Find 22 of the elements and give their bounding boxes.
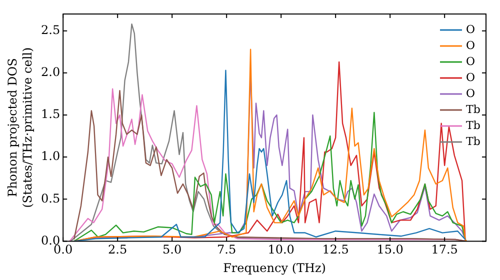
x-tick-label: 10.0 [268,242,294,257]
x-tick-label: 5.0 [162,242,182,257]
x-axis-title: Frequency (THz) [223,260,326,275]
x-tick-label: 12.5 [322,242,349,257]
legend-label: O [466,22,476,36]
y-tick-label: 2.5 [40,22,60,37]
legend-label: Tb [466,118,480,132]
legend-label: O [466,54,476,68]
x-tick-label: 15.0 [376,242,404,257]
x-tick-label: 2.5 [108,242,128,257]
y-tick-label: 1.0 [40,149,60,164]
y-tick-label: 1.5 [40,107,60,122]
legend-label: O [466,70,476,84]
x-tick-label: 17.5 [431,242,458,257]
legend-label: O [466,38,476,52]
y-tick-label: 2.0 [40,65,60,80]
legend-label: Tb [466,102,480,116]
y-axis-title: Phonon projected DOS (States/THz·primitive cell) [6,47,35,208]
y-tick-label: 0.5 [40,191,60,206]
legend-label: Tb [466,134,480,148]
x-tick-label: 7.5 [217,242,236,257]
legend-label: O [466,86,476,100]
